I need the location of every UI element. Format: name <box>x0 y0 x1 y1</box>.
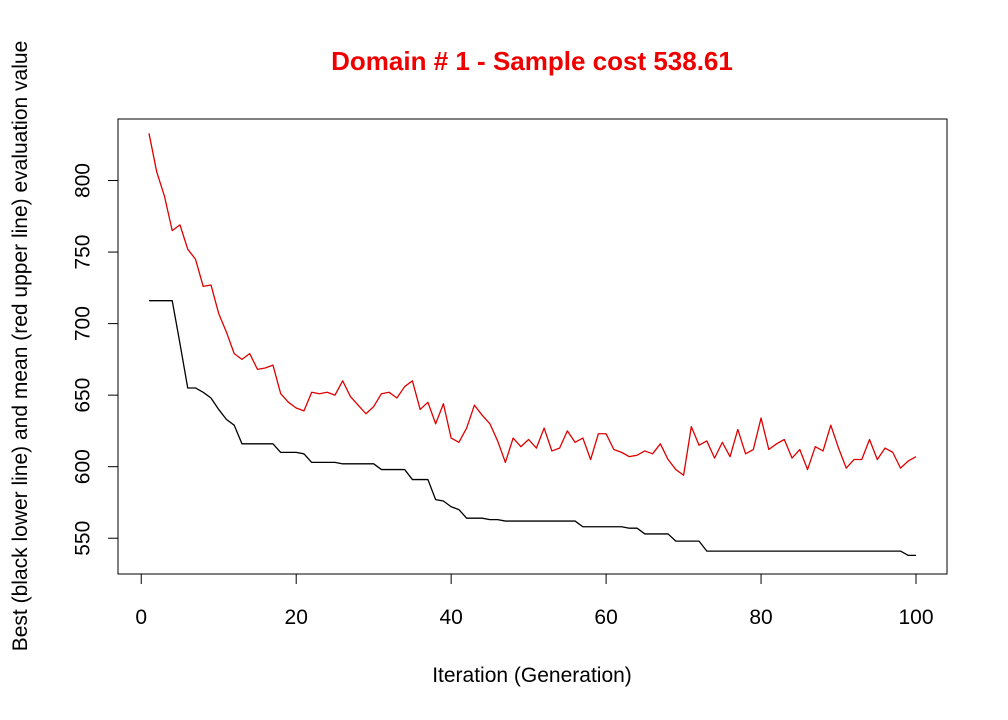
x-tick-label: 0 <box>135 606 147 629</box>
x-tick-label: 20 <box>285 606 308 629</box>
y-tick-label: 550 <box>72 521 95 556</box>
x-tick-label: 60 <box>594 606 617 629</box>
y-tick-label: 600 <box>72 449 95 484</box>
y-tick-label: 800 <box>72 163 95 198</box>
x-axis: 0 20 40 60 80 100 <box>135 573 934 629</box>
x-axis-label: Iteration (Generation) <box>432 664 632 687</box>
series-layer <box>148 133 917 557</box>
x-tick-label: 40 <box>439 606 462 629</box>
x-tick-label: 80 <box>749 606 772 629</box>
best-value-line <box>148 300 917 557</box>
plot-frame <box>117 118 948 575</box>
y-axis-label: Best (black lower line) and mean (red up… <box>9 41 32 652</box>
mean-value-line <box>148 133 917 476</box>
x-tick-label: 100 <box>898 606 933 629</box>
y-tick-label: 650 <box>72 378 95 413</box>
y-axis: 550 600 650 700 750 800 <box>72 163 119 556</box>
y-tick-label: 750 <box>72 235 95 270</box>
chart-title: Domain # 1 - Sample cost 538.61 <box>331 46 733 76</box>
y-tick-label: 700 <box>72 306 95 341</box>
